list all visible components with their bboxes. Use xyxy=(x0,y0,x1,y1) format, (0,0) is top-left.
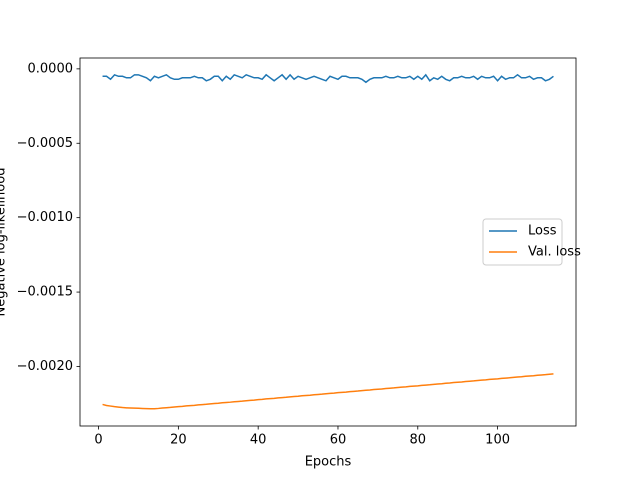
legend-label: Loss xyxy=(528,224,557,239)
x-tick-label: 100 xyxy=(485,433,510,448)
y-tick-label: −0.0020 xyxy=(17,359,73,374)
x-axis-label: Epochs xyxy=(305,455,352,470)
y-axis-label: Negative log-likelihood xyxy=(0,168,9,317)
x-tick-label: 80 xyxy=(410,433,427,448)
legend: Loss Val. loss xyxy=(482,218,581,266)
y-tick-label: −0.0015 xyxy=(17,285,73,300)
x-tick-label: 0 xyxy=(94,433,102,448)
legend-label: Val. loss xyxy=(528,245,581,260)
plot-frame xyxy=(79,57,577,427)
line-series xyxy=(102,373,554,410)
x-tick-label: 20 xyxy=(170,433,187,448)
y-tick-label: −0.0010 xyxy=(17,210,73,225)
y-tick-label: −0.0005 xyxy=(17,136,73,151)
x-tick-label: 60 xyxy=(330,433,347,448)
y-tick-label: 0.0000 xyxy=(28,61,74,76)
line-series xyxy=(102,73,554,84)
x-tick-label: 40 xyxy=(250,433,267,448)
